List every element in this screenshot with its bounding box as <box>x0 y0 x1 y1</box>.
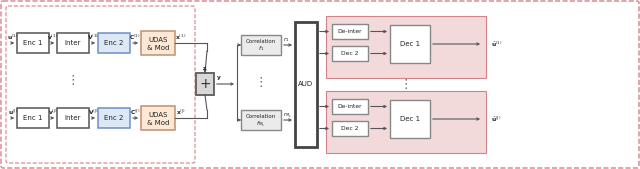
Text: Dec 2: Dec 2 <box>341 126 359 131</box>
Text: +: + <box>199 77 211 91</box>
Bar <box>326 16 486 78</box>
Bar <box>57 33 89 53</box>
Text: $\mathbf{u}^{(J)}$: $\mathbf{u}^{(J)}$ <box>8 107 18 117</box>
Text: $\mathbf{v}^{(J)}$: $\mathbf{v}^{(J)}$ <box>48 107 58 117</box>
Bar <box>141 106 175 130</box>
Text: ⋮: ⋮ <box>255 76 268 89</box>
Bar <box>332 99 368 114</box>
Text: Dec 1: Dec 1 <box>400 116 420 122</box>
Bar <box>332 46 368 61</box>
Text: ⋮: ⋮ <box>400 78 412 91</box>
Bar <box>141 31 175 55</box>
Text: Enc 1: Enc 1 <box>23 115 43 121</box>
Text: Correlation: Correlation <box>246 39 276 44</box>
Bar <box>17 108 49 128</box>
Text: $\mathbf{u}^{(1)}$: $\mathbf{u}^{(1)}$ <box>7 32 19 42</box>
Bar <box>241 110 281 130</box>
Text: & Mod: & Mod <box>147 120 169 126</box>
Bar <box>241 35 281 55</box>
Bar <box>332 24 368 39</box>
Bar <box>57 108 89 128</box>
Text: & Mod: & Mod <box>147 45 169 51</box>
Bar <box>332 121 368 136</box>
Bar <box>390 100 430 138</box>
Text: $\mathbf{z}$: $\mathbf{z}$ <box>202 65 207 71</box>
Text: $\mathbf{C}^{(1)}$: $\mathbf{C}^{(1)}$ <box>129 32 141 42</box>
Text: $\mathbf{y}$: $\mathbf{y}$ <box>216 74 222 82</box>
Text: $f_{M_s}$: $f_{M_s}$ <box>257 119 266 129</box>
Text: $\mathbf{V}^{(J)}$: $\mathbf{V}^{(J)}$ <box>88 107 99 117</box>
Text: $\mathbf{C}^{(J)}$: $\mathbf{C}^{(J)}$ <box>130 107 140 117</box>
Bar <box>98 33 130 53</box>
Bar <box>326 91 486 153</box>
Text: UDAS: UDAS <box>148 112 168 118</box>
Text: $\mathbf{x}^{(1)}$: $\mathbf{x}^{(1)}$ <box>175 32 187 42</box>
Text: $r_{M_s}$: $r_{M_s}$ <box>283 110 291 120</box>
Text: Dec 1: Dec 1 <box>400 41 420 47</box>
Text: Enc 1: Enc 1 <box>23 40 43 46</box>
Text: UDAS: UDAS <box>148 37 168 43</box>
Text: $\hat{\mathbf{u}}^{(1)}$: $\hat{\mathbf{u}}^{(1)}$ <box>491 39 503 49</box>
Text: Correlation: Correlation <box>246 114 276 119</box>
Bar <box>17 33 49 53</box>
Text: Inter: Inter <box>65 40 81 46</box>
Bar <box>98 108 130 128</box>
Text: $\mathbf{x}^{(J)}$: $\mathbf{x}^{(J)}$ <box>176 107 186 117</box>
Text: $f_1$: $f_1$ <box>258 45 264 53</box>
Text: AUD: AUD <box>298 81 314 88</box>
Text: Enc 2: Enc 2 <box>104 115 124 121</box>
Text: $r_1$: $r_1$ <box>283 35 289 44</box>
Text: $\mathbf{v}^{(1)}$: $\mathbf{v}^{(1)}$ <box>47 32 59 42</box>
Text: De-inter: De-inter <box>338 29 362 34</box>
Text: De-inter: De-inter <box>338 104 362 109</box>
Bar <box>390 25 430 63</box>
Bar <box>196 73 214 95</box>
Text: $\hat{\mathbf{u}}^{(J)}$: $\hat{\mathbf{u}}^{(J)}$ <box>491 114 501 124</box>
Text: $\mathbf{V}^{(1)}$: $\mathbf{V}^{(1)}$ <box>87 32 99 42</box>
Text: Dec 2: Dec 2 <box>341 51 359 56</box>
Bar <box>295 22 317 147</box>
Text: Inter: Inter <box>65 115 81 121</box>
Text: Enc 2: Enc 2 <box>104 40 124 46</box>
Text: ⋮: ⋮ <box>67 74 79 87</box>
